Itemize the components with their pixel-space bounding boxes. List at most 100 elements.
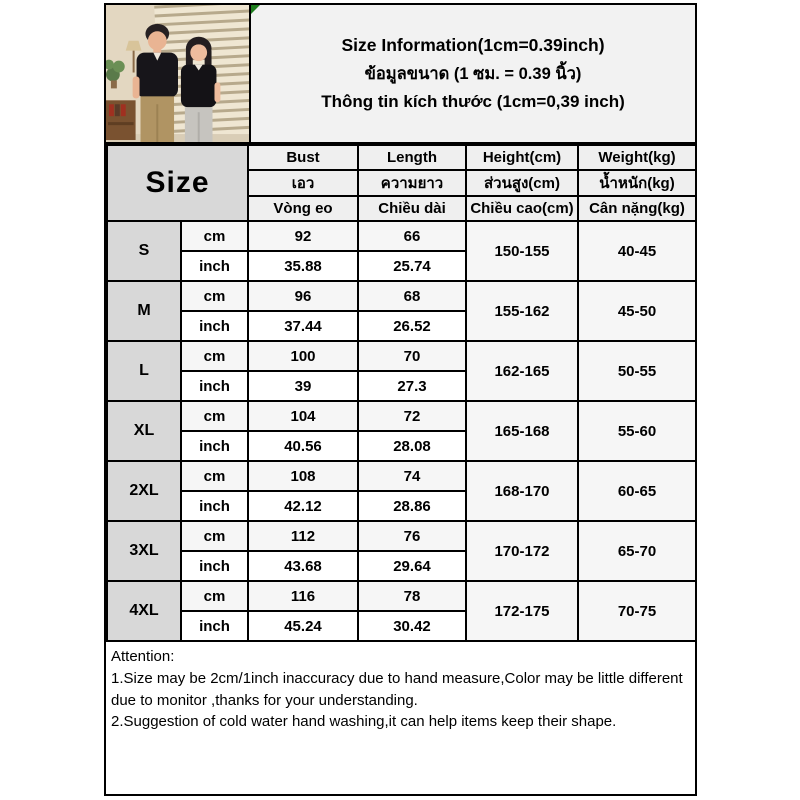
couple-photo-illustration	[106, 5, 249, 142]
length-inch-cell: 25.74	[357, 250, 467, 282]
bust-inch-cell: 39	[247, 370, 359, 402]
length-cm-cell: 74	[357, 460, 467, 492]
size-cell: 4XL	[106, 580, 182, 642]
length-header-en: Length	[357, 144, 467, 171]
bust-cm-cell: 116	[247, 580, 359, 612]
length-inch-cell: 27.3	[357, 370, 467, 402]
height-range-cell: 170-172	[465, 520, 579, 582]
unit-inch-cell: inch	[180, 310, 249, 342]
length-cm-cell: 76	[357, 520, 467, 552]
length-cm-cell: 70	[357, 340, 467, 372]
table-row: M cm 96 68 155-162 45-50	[106, 280, 695, 342]
height-range-cell: 155-162	[465, 280, 579, 342]
cell-corner-flag-icon	[251, 5, 260, 14]
size-chart-sheet: Size Information(1cm=0.39inch) ข้อมูลขนา…	[104, 3, 697, 796]
height-range-cell: 168-170	[465, 460, 579, 522]
length-inch-cell: 26.52	[357, 310, 467, 342]
height-range-cell: 150-155	[465, 220, 579, 282]
bust-cm-cell: 92	[247, 220, 359, 252]
weight-header-th: น้ำหนัก(kg)	[577, 169, 695, 197]
photo-floor	[106, 134, 249, 142]
size-header-cell: Size	[106, 144, 249, 222]
table-row: S cm 92 66 150-155 40-45	[106, 220, 695, 282]
table-row: inch 45.24 30.42	[107, 610, 695, 642]
size-info-title-cell: Size Information(1cm=0.39inch) ข้อมูลขนา…	[251, 5, 695, 142]
title-vietnamese: Thông tin kích thước (1cm=0,39 inch)	[321, 92, 625, 111]
length-cm-cell: 66	[357, 220, 467, 252]
weight-header-vi: Cân nặng(kg)	[577, 195, 695, 222]
bust-inch-cell: 42.12	[247, 490, 359, 522]
length-cm-cell: 72	[357, 400, 467, 432]
length-inch-cell: 28.86	[357, 490, 467, 522]
size-cell: S	[106, 220, 182, 282]
unit-inch-cell: inch	[180, 550, 249, 582]
attention-line-1: 1.Size may be 2cm/1inch inaccuracy due t…	[111, 669, 683, 709]
unit-cm-cell: cm	[180, 580, 249, 612]
product-photo	[106, 5, 251, 142]
height-header-th: ส่วนสูง(cm)	[465, 169, 579, 197]
unit-inch-cell: inch	[180, 250, 249, 282]
length-cm-cell: 78	[357, 580, 467, 612]
weight-range-cell: 60-65	[577, 460, 695, 522]
unit-cm-cell: cm	[180, 400, 249, 432]
unit-inch-cell: inch	[180, 370, 249, 402]
unit-cm-cell: cm	[180, 520, 249, 552]
bust-inch-cell: 45.24	[247, 610, 359, 642]
table-row: inch 39 27.3	[107, 370, 695, 402]
weight-range-cell: 65-70	[577, 520, 695, 582]
bust-header-en: Bust	[247, 144, 359, 171]
bust-cm-cell: 100	[247, 340, 359, 372]
height-range-cell: 165-168	[465, 400, 579, 462]
attention-notes: Attention: 1.Size may be 2cm/1inch inacc…	[106, 642, 695, 794]
weight-range-cell: 45-50	[577, 280, 695, 342]
bust-cm-cell: 104	[247, 400, 359, 432]
cabinet	[106, 100, 136, 141]
length-header-th: ความยาว	[357, 169, 467, 197]
size-table: Size Bust Length Height(cm) Weight(kg) เ…	[106, 144, 695, 642]
bust-cm-cell: 96	[247, 280, 359, 312]
height-range-cell: 172-175	[465, 580, 579, 642]
size-cell: M	[106, 280, 182, 342]
size-cell: XL	[106, 400, 182, 462]
height-header-en: Height(cm)	[465, 144, 579, 171]
length-inch-cell: 30.42	[357, 610, 467, 642]
size-table-body: S cm 92 66 150-155 40-45 inch 35.88 25.7…	[106, 220, 695, 642]
unit-cm-cell: cm	[180, 280, 249, 312]
table-row: inch 43.68 29.64	[107, 550, 695, 582]
title-thai: ข้อมูลขนาด (1 ซม. = 0.39 นิ้ว)	[364, 65, 582, 83]
man-figure	[132, 23, 178, 142]
unit-cm-cell: cm	[180, 220, 249, 252]
bust-inch-cell: 35.88	[247, 250, 359, 282]
length-cm-cell: 68	[357, 280, 467, 312]
height-header-vi: Chiều cao(cm)	[465, 195, 579, 222]
size-cell: L	[106, 340, 182, 402]
bust-inch-cell: 37.44	[247, 310, 359, 342]
attention-line-2: 2.Suggestion of cold water hand washing,…	[111, 713, 617, 731]
weight-range-cell: 40-45	[577, 220, 695, 282]
column-header-row-th: เอว ความยาว ส่วนสูง(cm) น้ำหนัก(kg)	[107, 169, 695, 197]
table-row: 4XL cm 116 78 172-175 70-75	[106, 580, 695, 642]
lamp	[125, 40, 142, 73]
length-header-vi: Chiều dài	[357, 195, 467, 222]
table-row: inch 35.88 25.74	[107, 250, 695, 282]
size-cell: 3XL	[106, 520, 182, 582]
header-row: Size Information(1cm=0.39inch) ข้อมูลขนา…	[106, 5, 695, 144]
table-row: L cm 100 70 162-165 50-55	[106, 340, 695, 402]
bust-header-th: เอว	[247, 169, 359, 197]
title-english: Size Information(1cm=0.39inch)	[341, 35, 605, 55]
bust-inch-cell: 43.68	[247, 550, 359, 582]
table-row: 3XL cm 112 76 170-172 65-70	[106, 520, 695, 582]
column-header-row-vi: Vòng eo Chiều dài Chiều cao(cm) Cân nặng…	[107, 195, 695, 222]
weight-range-cell: 50-55	[577, 340, 695, 402]
table-row: inch 40.56 28.08	[107, 430, 695, 462]
table-row: inch 42.12 28.86	[107, 490, 695, 522]
unit-cm-cell: cm	[180, 340, 249, 372]
size-cell: 2XL	[106, 460, 182, 522]
woman-figure	[180, 36, 221, 142]
bust-inch-cell: 40.56	[247, 430, 359, 462]
table-row: inch 37.44 26.52	[107, 310, 695, 342]
length-inch-cell: 29.64	[357, 550, 467, 582]
unit-cm-cell: cm	[180, 460, 249, 492]
table-row: 2XL cm 108 74 168-170 60-65	[106, 460, 695, 522]
unit-inch-cell: inch	[180, 610, 249, 642]
